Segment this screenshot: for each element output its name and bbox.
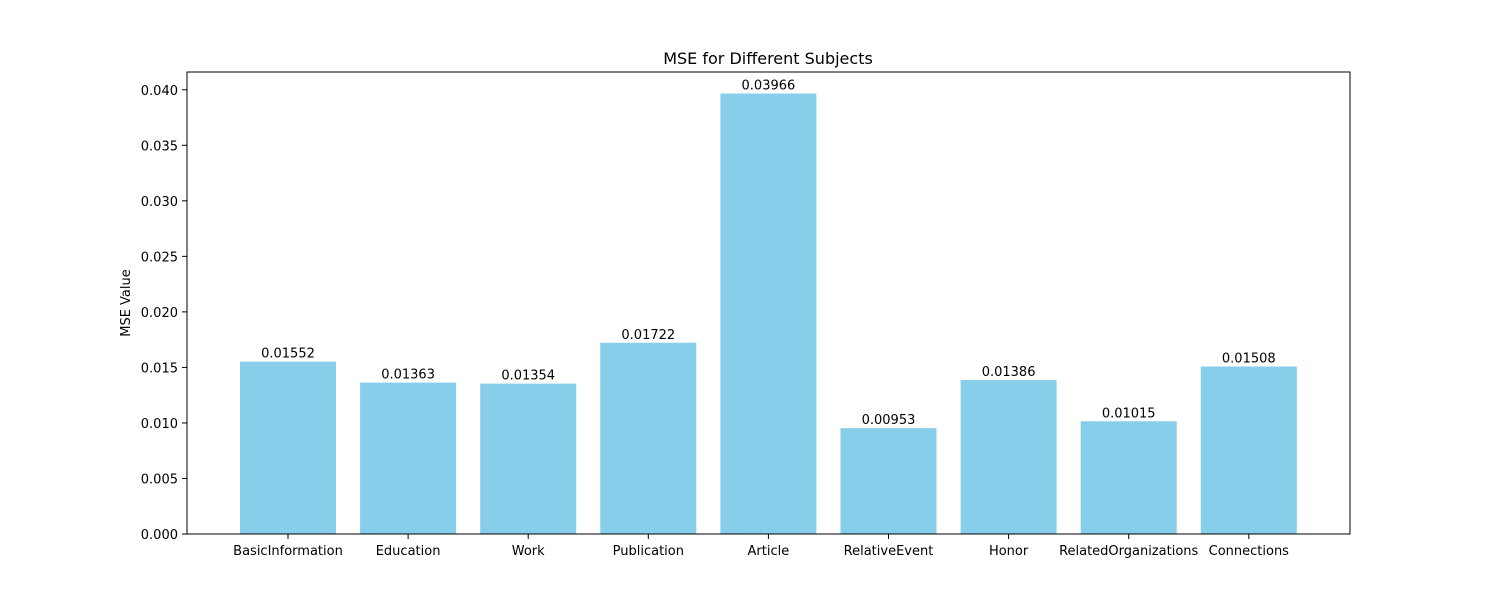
bar-relatedorganizations bbox=[1080, 421, 1177, 534]
x-axis-ticks: BasicInformation Education Work Publication… bbox=[233, 534, 1289, 559]
data-label: 0.01363 bbox=[381, 368, 435, 383]
y-tick-label: 0.025 bbox=[141, 250, 178, 265]
x-tick-label: RelatedOrganizations bbox=[1059, 544, 1198, 559]
bar-publication bbox=[600, 342, 697, 534]
data-label: 0.01386 bbox=[982, 365, 1036, 380]
x-tick-label: Education bbox=[376, 544, 441, 559]
plot-area-frame bbox=[186, 71, 1351, 535]
bars-group bbox=[240, 93, 1297, 534]
data-label: 0.01015 bbox=[1102, 406, 1156, 421]
y-tick-label: 0.015 bbox=[141, 361, 178, 376]
y-tick-label: 0.000 bbox=[141, 528, 178, 543]
bar-relativeevent bbox=[840, 428, 937, 534]
y-tick-label: 0.020 bbox=[141, 306, 178, 321]
y-tick-label: 0.040 bbox=[141, 84, 178, 99]
x-tick-label: Publication bbox=[613, 544, 684, 559]
bar-education bbox=[360, 382, 457, 534]
data-label: 0.01354 bbox=[501, 369, 555, 384]
x-tick-label: Work bbox=[512, 544, 545, 559]
bar-article bbox=[720, 93, 817, 534]
y-axis-ticks: 0.000 0.005 0.010 0.015 0.020 0.025 0.030 0.035… bbox=[141, 84, 187, 543]
data-label: 0.01722 bbox=[621, 328, 675, 343]
bar-honor bbox=[960, 380, 1057, 534]
bar-basicinformation bbox=[240, 361, 336, 534]
bar-work bbox=[480, 383, 577, 534]
chart-title: MSE for Different Subjects bbox=[663, 49, 873, 68]
y-tick-label: 0.010 bbox=[141, 417, 178, 432]
x-tick-label: BasicInformation bbox=[233, 544, 343, 559]
data-label: 0.01552 bbox=[261, 347, 315, 362]
data-label: 0.00953 bbox=[862, 413, 916, 428]
x-tick-label: Article bbox=[748, 544, 790, 559]
y-tick-label: 0.005 bbox=[141, 472, 178, 487]
x-tick-label: RelativeEvent bbox=[844, 544, 934, 559]
data-labels-group: 0.01552 0.01363 0.01354 0.01722 0.03966 0.009… bbox=[261, 79, 1276, 429]
x-tick-label: Honor bbox=[989, 544, 1029, 559]
x-tick-label: Connections bbox=[1209, 544, 1290, 559]
data-label: 0.03966 bbox=[742, 79, 796, 94]
y-axis-label: MSE Value bbox=[119, 269, 134, 337]
y-tick-label: 0.030 bbox=[141, 195, 178, 210]
bar-connections bbox=[1200, 366, 1297, 534]
y-tick-label: 0.035 bbox=[141, 139, 178, 154]
data-label: 0.01508 bbox=[1222, 352, 1276, 367]
